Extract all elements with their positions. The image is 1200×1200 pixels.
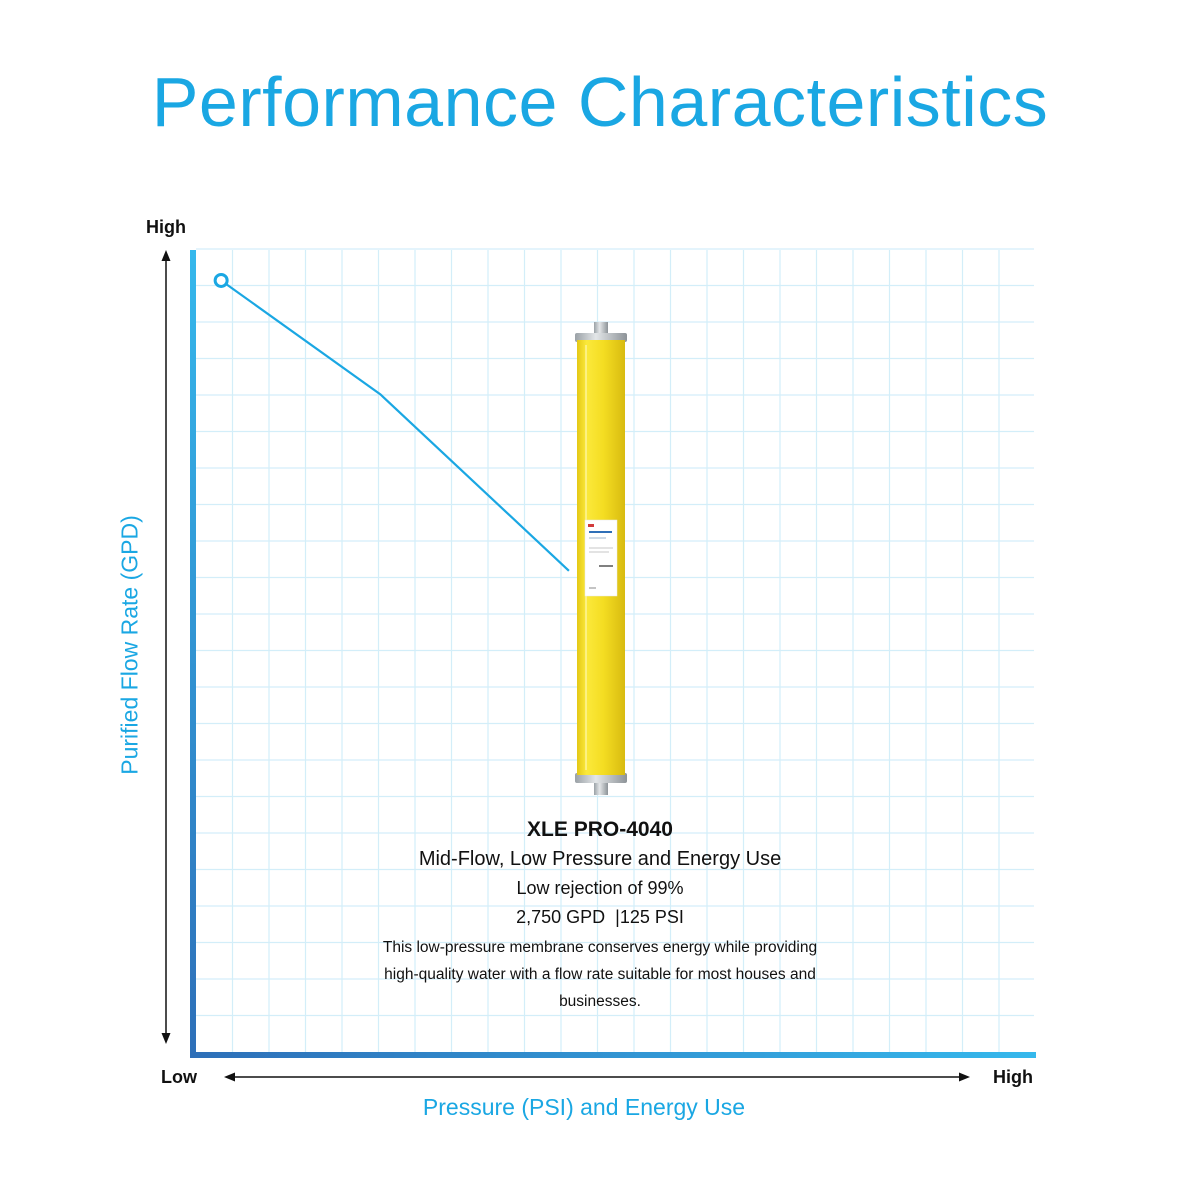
series-line bbox=[220, 279, 570, 572]
membrane-cartridge-icon bbox=[575, 322, 627, 795]
product-rejection: Low rejection of 99% bbox=[516, 878, 684, 898]
y-direction-arrow bbox=[161, 250, 171, 1044]
x-axis-low-label: Low bbox=[161, 1067, 197, 1087]
x-axis-line bbox=[190, 1052, 1036, 1058]
y-axis-line bbox=[190, 250, 196, 1058]
product-description: This low-pressure membrane conserves ene… bbox=[382, 939, 818, 1010]
y-axis-title: Purified Flow Rate (GPD) bbox=[116, 515, 143, 775]
product-tagline: Mid-Flow, Low Pressure and Energy Use bbox=[418, 848, 782, 870]
product-name: XLE PRO-4040 bbox=[527, 818, 673, 841]
y-axis-high-label: High bbox=[146, 217, 186, 237]
chart-grid bbox=[196, 248, 1034, 1052]
product-callout: XLE PRO-4040 Mid-Flow, Low Pressure and … bbox=[360, 816, 840, 1015]
page-title: Performance Characteristics bbox=[151, 63, 1049, 141]
x-direction-arrow bbox=[224, 1072, 970, 1082]
product-spec: 2,750 GPD |125 PSI bbox=[516, 907, 684, 927]
x-axis-high-label: High bbox=[993, 1067, 1033, 1087]
x-axis-title: Pressure (PSI) and Energy Use bbox=[422, 1094, 746, 1120]
data-point-start bbox=[213, 272, 229, 288]
